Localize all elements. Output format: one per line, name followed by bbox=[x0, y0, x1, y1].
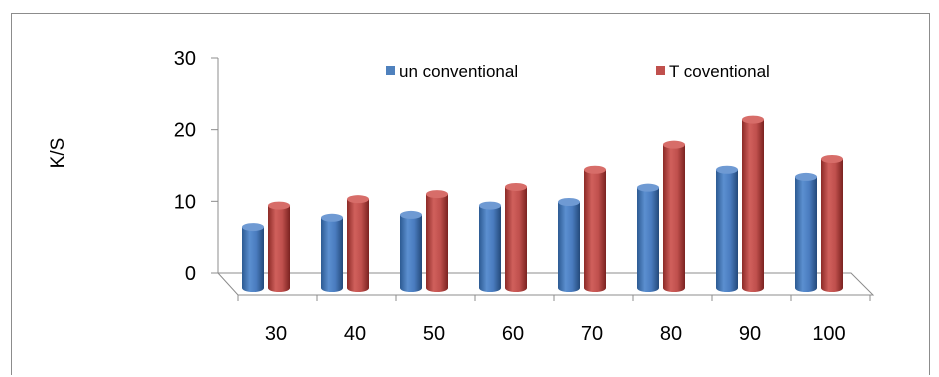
floor-outline bbox=[217, 272, 875, 296]
bar-t-coventional-70 bbox=[584, 165, 606, 292]
x-tick-label: 30 bbox=[265, 323, 287, 345]
x-tick-label: 50 bbox=[423, 323, 445, 345]
legend: un conventional T coventional bbox=[386, 62, 770, 81]
legend-label-t-coventional: T coventional bbox=[669, 62, 770, 81]
y-tick-label: 20 bbox=[174, 120, 196, 142]
y-tick-label: 10 bbox=[174, 191, 196, 213]
bar-un-conventional-50 bbox=[400, 210, 422, 292]
bar-un-conventional-60 bbox=[479, 201, 501, 292]
bar-t-coventional-60 bbox=[505, 182, 527, 292]
chart-frame bbox=[11, 13, 930, 375]
legend-label-un-conventional: un conventional bbox=[399, 62, 518, 81]
x-tick-label: 60 bbox=[502, 323, 524, 345]
y-tick-label: 30 bbox=[174, 48, 196, 70]
bar-t-coventional-50 bbox=[426, 190, 448, 292]
x-tick-label: 90 bbox=[739, 323, 761, 345]
bar-t-coventional-100 bbox=[821, 155, 843, 292]
y-tick-label: 0 bbox=[185, 263, 196, 285]
y-ticks: 0 10 20 30 bbox=[174, 48, 218, 285]
x-tick-label: 80 bbox=[660, 323, 682, 345]
axes bbox=[217, 58, 875, 296]
bar-un-conventional-80 bbox=[637, 183, 659, 292]
bar-un-conventional-70 bbox=[558, 198, 580, 292]
bar-un-conventional-30 bbox=[242, 223, 264, 292]
bar-t-coventional-30 bbox=[268, 201, 290, 292]
bar-un-conventional-100 bbox=[795, 172, 817, 292]
x-tick-label: 70 bbox=[581, 323, 603, 345]
x-tick-label: 40 bbox=[344, 323, 366, 345]
bar-t-coventional-80 bbox=[663, 140, 685, 292]
bar-un-conventional-90 bbox=[716, 165, 738, 292]
x-ticks: 30 40 50 60 70 80 90 100 bbox=[237, 295, 871, 345]
bar-un-conventional-40 bbox=[321, 213, 343, 292]
x-tick-label: 100 bbox=[812, 323, 845, 345]
y-axis-title: K/S bbox=[48, 138, 69, 169]
bar-t-coventional-90 bbox=[742, 115, 764, 292]
bars bbox=[242, 115, 843, 292]
legend-swatch-un-conventional bbox=[386, 66, 395, 75]
legend-swatch-t-coventional bbox=[656, 66, 665, 75]
bar-t-coventional-40 bbox=[347, 195, 369, 292]
